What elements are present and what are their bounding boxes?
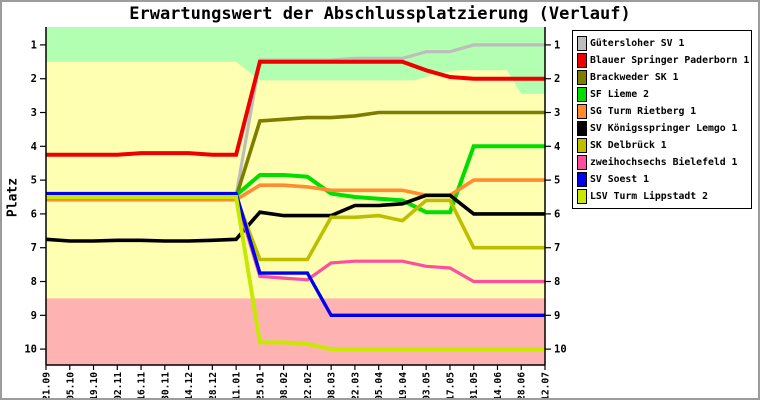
series-line-blauer-springer-paderborn-1 xyxy=(46,59,545,157)
legend-label: SV Soest 1 xyxy=(590,174,649,185)
legend-item: SG Turm Rietberg 1 xyxy=(577,103,751,120)
y-tick-label-left: 8 xyxy=(31,276,37,288)
series-line-sv-soest-1 xyxy=(46,191,545,317)
series-line-lsv-turm-lippstadt-2 xyxy=(46,195,545,352)
y-tick-label-right: 1 xyxy=(554,39,560,51)
series-line-sg-turm-rietberg-1 xyxy=(46,178,545,202)
legend-item: LSV Turm Lippstadt 2 xyxy=(577,188,751,205)
x-tick-label: 28.12 xyxy=(208,372,219,398)
legend-label: SG Turm Rietberg 1 xyxy=(590,106,697,117)
legend-item: zweihochsechs Bielefeld 1 xyxy=(577,154,751,171)
legend-item: Brackweder SK 1 xyxy=(577,69,751,86)
legend-item: Gütersloher SV 1 xyxy=(577,35,751,52)
legend-label: LSV Turm Lippstadt 2 xyxy=(590,191,708,202)
y-tick-label-right: 7 xyxy=(554,242,560,254)
y-tick-label-left: 4 xyxy=(31,141,37,153)
legend-swatch xyxy=(577,189,587,204)
x-tick-label: 08.02 xyxy=(279,372,290,398)
y-tick-label-right: 6 xyxy=(554,208,560,220)
legend-swatch xyxy=(577,172,587,187)
x-tick-label: 08.03 xyxy=(327,372,338,398)
x-tick-label: 30.11 xyxy=(160,372,171,398)
y-tick-label-left: 10 xyxy=(24,344,37,356)
x-tick-label: 05.04 xyxy=(374,372,385,398)
legend-swatch xyxy=(577,53,587,68)
legend-swatch xyxy=(577,87,587,102)
legend-swatch xyxy=(577,104,587,119)
legend: Gütersloher SV 1 Blauer Springer Paderbor… xyxy=(572,30,752,209)
legend-label: Gütersloher SV 1 xyxy=(590,38,685,49)
y-tick-label-left: 7 xyxy=(31,242,37,254)
x-tick-label: 16.11 xyxy=(137,372,148,398)
x-tick-label: 14.12 xyxy=(184,372,195,398)
zone-relegation xyxy=(46,298,545,365)
legend-label: SF Lieme 2 xyxy=(590,89,649,100)
y-tick-label-right: 8 xyxy=(554,276,560,288)
series-line-sv-k-nigsspringer-lemgo-1 xyxy=(45,193,545,243)
x-tick-label: 03.05 xyxy=(422,372,433,398)
y-tick-label-left: 1 xyxy=(31,39,37,51)
legend-label: Brackweder SK 1 xyxy=(590,72,679,83)
chart-title: Erwartungswert der Abschlussplatzierung … xyxy=(129,4,631,24)
x-tick-label: 02.11 xyxy=(113,372,124,398)
x-tick-label: 12.07 xyxy=(541,372,552,398)
y-tick-label-right: 3 xyxy=(554,107,560,119)
legend-swatch xyxy=(577,36,587,51)
y-tick-label-left: 2 xyxy=(31,73,37,85)
x-tick-label: 31.05 xyxy=(469,372,480,398)
x-tick-label: 19.04 xyxy=(398,372,409,398)
legend-item: SV Soest 1 xyxy=(577,171,751,188)
x-tick-label: 22.02 xyxy=(303,372,314,398)
legend-item: SV Königsspringer Lemgo 1 xyxy=(577,120,751,137)
legend-swatch xyxy=(577,138,587,153)
y-tick-label-left: 5 xyxy=(31,175,37,187)
x-tick-label: 28.06 xyxy=(517,372,528,398)
x-tick-label: 25.01 xyxy=(255,372,266,398)
y-tick-label-right: 2 xyxy=(554,73,560,85)
y-tick-label-right: 10 xyxy=(554,344,567,356)
legend-label: SK Delbrück 1 xyxy=(590,140,667,151)
y-tick-label-right: 5 xyxy=(554,175,560,187)
y-tick-label-left: 3 xyxy=(31,107,37,119)
y-tick-label-left: 9 xyxy=(31,310,37,322)
legend-label: SV Königsspringer Lemgo 1 xyxy=(590,123,738,134)
y-tick-label-left: 6 xyxy=(31,208,37,220)
x-tick-label: 14.06 xyxy=(493,372,504,398)
legend-item: SK Delbrück 1 xyxy=(577,137,751,154)
legend-swatch xyxy=(577,70,587,85)
legend-label: zweihochsechs Bielefeld 1 xyxy=(590,157,738,168)
legend-item: Blauer Springer Paderborn 1 xyxy=(577,52,751,69)
y-tick-label-right: 4 xyxy=(554,141,560,153)
legend-swatch xyxy=(577,155,587,170)
x-tick-label: 11.01 xyxy=(232,372,243,398)
legend-swatch xyxy=(577,121,587,136)
x-tick-label: 21.09 xyxy=(42,372,53,398)
x-tick-label: 19.10 xyxy=(89,372,100,398)
x-tick-label: 22.03 xyxy=(350,372,361,398)
x-tick-label: 05.10 xyxy=(65,372,76,398)
x-tick-label: 17.05 xyxy=(446,372,457,398)
legend-item: SF Lieme 2 xyxy=(577,86,751,103)
y-tick-label-right: 9 xyxy=(554,310,560,322)
legend-label: Blauer Springer Paderborn 1 xyxy=(590,55,750,66)
